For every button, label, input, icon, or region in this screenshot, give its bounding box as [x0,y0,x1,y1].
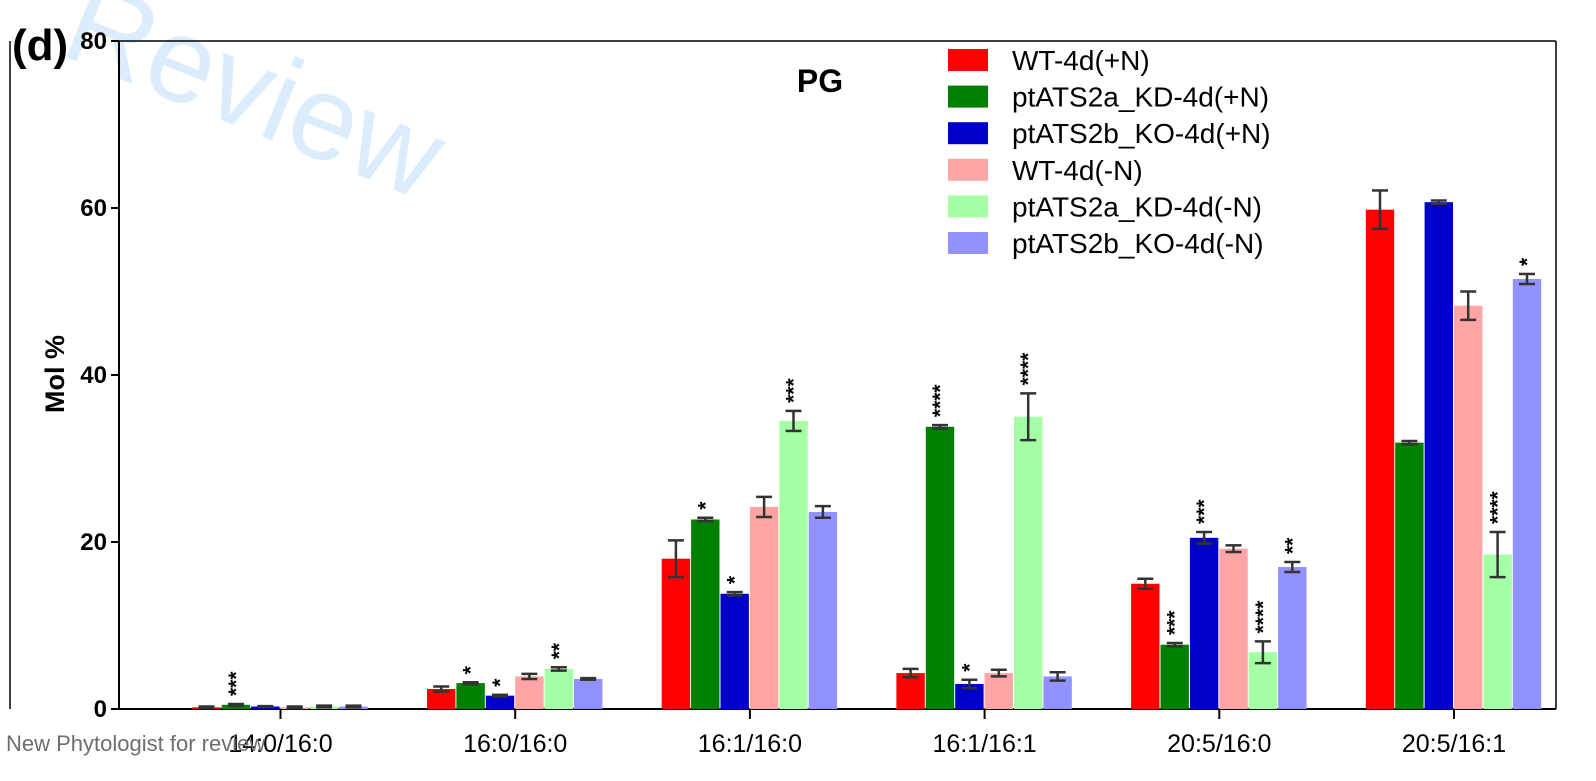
bar [1424,202,1453,709]
bar [544,668,573,709]
y-tick-label: 80 [80,28,107,55]
bar [1278,567,1307,709]
legend-label: ptATS2b_KO-4d(+N) [1012,118,1271,149]
x-tick-label: 20:5/16:1 [1402,730,1506,758]
chart-title: PG [797,63,843,99]
legend-swatch [948,122,988,145]
significance-marker: *** [225,671,248,696]
significance-marker: * [460,665,483,674]
y-axis: 0 20 40 60 80 [80,28,119,723]
legend-label: ptATS2b_KO-4d(-N) [1012,228,1264,259]
y-tick-label: 20 [80,529,107,556]
legend-swatch [948,85,988,108]
bar [1483,554,1512,709]
bar [221,704,251,709]
significance-marker: *** [1193,499,1216,524]
bar [1365,209,1395,710]
significance-marker: **** [929,384,952,418]
bar [1454,305,1483,709]
bar [779,420,808,709]
bar [1014,416,1043,709]
significance-marker: *** [1164,610,1187,635]
legend-swatch [948,232,988,254]
x-tick-label: 16:1/16:0 [698,730,802,758]
y-tick-label: 40 [80,362,107,389]
bar [691,519,720,709]
significance-marker: * [489,678,512,687]
bar [485,695,515,709]
x-tick-label: 16:0/16:0 [463,730,567,758]
bar [925,426,955,709]
bar [1189,537,1219,709]
bar [1160,644,1189,709]
y-tick-label: 60 [80,195,107,222]
legend-label: WT-4d(-N) [1012,155,1143,186]
y-axis-label: Mol % [40,335,70,413]
significance-marker: *** [783,378,806,403]
significance-marker: * [694,501,717,510]
significance-marker: * [958,663,981,672]
significance-marker: **** [1252,600,1275,634]
bar [1131,583,1160,709]
bar [515,676,544,709]
watermark: Review [47,0,462,225]
bar [427,688,456,709]
legend-label: WT-4d(+N) [1012,45,1150,76]
significance-stars: ************************************** [225,257,1539,696]
x-tick-label: 16:1/16:1 [932,730,1036,758]
legend: WT-4d(+N) ptATS2a_KD-4d(+N) ptATS2b_KO-4d(… [948,45,1271,259]
x-tick-label: 20:5/16:0 [1167,730,1271,758]
legend-label: ptATS2a_KD-4d(-N) [1012,191,1262,222]
legend-swatch [948,195,988,218]
bar [896,673,925,709]
bar [749,506,779,709]
significance-marker: **** [1487,490,1510,524]
significance-marker: ** [1281,537,1304,554]
bar [574,678,603,709]
significance-marker: * [1516,257,1539,266]
bar [720,593,749,709]
significance-marker: * [724,575,747,584]
bar [984,673,1013,709]
footer-text: New Phytologist for review [6,731,265,756]
x-axis: 14:0/16:0 16:0/16:0 16:1/16:0 16:1/16:1 20:5… [228,709,1506,758]
panel-label: (d) [12,21,68,70]
y-tick-label: 0 [94,696,107,723]
significance-marker: ** [548,642,571,659]
significance-marker: **** [1017,352,1040,386]
x-tick-label: 14:0/16:0 [228,730,332,758]
bar [456,683,485,709]
bar [1395,442,1424,709]
bar [808,511,838,709]
bar [1219,548,1248,709]
bar [661,558,691,709]
bar [1512,278,1542,709]
bar [1043,676,1072,709]
error-bars [198,189,1535,710]
legend-label: ptATS2a_KD-4d(+N) [1012,82,1269,113]
legend-swatch [948,49,988,71]
bars [192,202,1542,710]
legend-swatch [948,158,988,181]
